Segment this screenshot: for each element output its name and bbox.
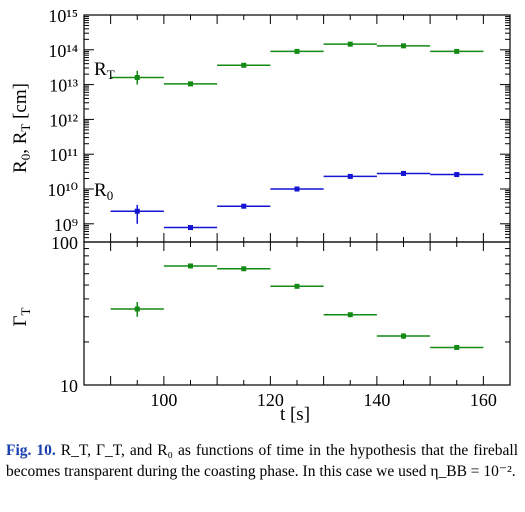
y-tick-label-top: 10⁹ [54, 215, 78, 235]
data-point-bottom-t [294, 283, 300, 289]
x-tick-label: 120 [257, 390, 284, 410]
data-point-bottom-t [347, 312, 353, 318]
y-tick-label-bottom: 10 [60, 376, 78, 396]
data-point-top-r [454, 172, 460, 178]
y-axis-label-top: R0, RT [cm] [10, 83, 33, 173]
y-tick-label-top: 10¹² [49, 110, 78, 130]
data-point-top-r [347, 173, 353, 179]
y-tick-label-top: 10¹⁴ [48, 41, 78, 61]
data-point-top-r [241, 203, 247, 209]
series-label-rt: RT [94, 59, 115, 82]
data-point-bottom-t [188, 263, 193, 269]
data-point-bottom-t [241, 266, 247, 272]
data-point-top-rt [134, 74, 140, 80]
data-point-top-rt [188, 81, 193, 87]
x-tick-label: 160 [470, 390, 497, 410]
y-tick-label-bottom: 100 [51, 233, 78, 253]
series-label-r0: R0 [94, 180, 113, 203]
y-tick-label-top: 10¹⁰ [47, 180, 78, 200]
data-point-top-r [294, 186, 300, 192]
data-point-top-r [401, 170, 406, 176]
caption-label: Fig. 10. [6, 442, 56, 459]
data-point-top-r [188, 225, 193, 231]
x-axis-label: t [s] [280, 404, 310, 425]
data-point-top-rt [241, 62, 247, 68]
data-point-top-rt [454, 48, 460, 54]
caption-text: R_T, Γ_T, and R₀ as functions of time in… [6, 442, 519, 480]
x-tick-label: 140 [363, 390, 390, 410]
y-tick-label-top: 10¹³ [49, 76, 78, 96]
data-point-bottom-t [134, 306, 140, 312]
y-tick-label-top: 10¹⁵ [48, 6, 78, 26]
data-point-bottom-t [454, 344, 460, 350]
data-point-top-rt [347, 41, 353, 47]
data-point-bottom-t [401, 333, 406, 339]
data-point-top-rt [401, 43, 406, 49]
x-tick-label: 100 [150, 390, 177, 410]
y-tick-label-top: 10¹¹ [49, 145, 78, 165]
figure-caption: Fig. 10. R_T, Γ_T, and R₀ as functions o… [6, 440, 518, 482]
plot-frame-bottom [83, 241, 511, 386]
figure-plot: 100 120 140 160 10⁹ 10¹⁰ 10¹¹ 10¹² 10¹³ 10¹⁴ 10¹⁵ 1… [10, 6, 511, 425]
data-point-top-r [134, 208, 140, 214]
y-axis-label-bottom: ΓT [10, 307, 33, 326]
data-point-top-rt [294, 48, 300, 54]
